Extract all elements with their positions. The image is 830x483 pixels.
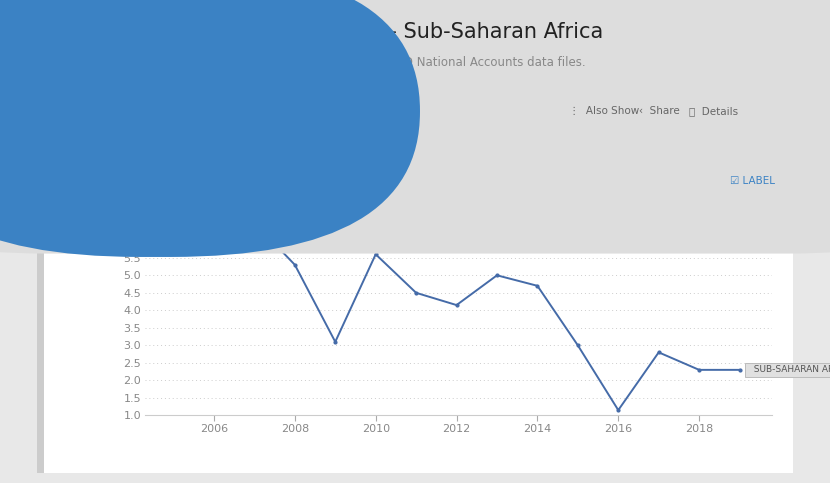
- Text: CC BY-4.0  ⓘ: CC BY-4.0 ⓘ: [189, 75, 264, 88]
- Text: SUB-SAHARAN AFRICA: SUB-SAHARAN AFRICA: [748, 365, 830, 374]
- Text: Bar: Bar: [184, 106, 206, 119]
- Text: GDP growth (annual %) - Sub-Saharan Africa: GDP growth (annual %) - Sub-Saharan Afri…: [139, 22, 603, 42]
- Text: ‹  Share: ‹ Share: [639, 106, 680, 116]
- Text: ⋮  Also Show: ⋮ Also Show: [569, 106, 639, 116]
- Text: License :: License :: [139, 75, 198, 88]
- Text: Line: Line: [139, 106, 165, 119]
- Text: %: %: [129, 185, 139, 196]
- Text: World Bank national accounts data, and OECD National Accounts data files.: World Bank national accounts data, and O…: [139, 56, 586, 69]
- Text: ⓘ  Details: ⓘ Details: [689, 106, 738, 116]
- Text: Map: Map: [220, 106, 247, 119]
- Text: ☑ LABEL: ☑ LABEL: [730, 176, 775, 186]
